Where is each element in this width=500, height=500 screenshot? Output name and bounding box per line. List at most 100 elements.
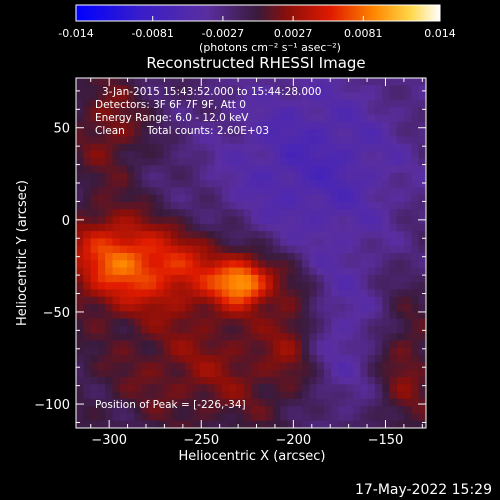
heatmap-cell bbox=[207, 143, 215, 152]
heatmap-cell bbox=[251, 223, 259, 232]
heatmap-cell bbox=[345, 347, 354, 356]
heatmap-cell bbox=[411, 384, 420, 392]
heatmap-cell bbox=[367, 420, 376, 429]
heatmap-cell bbox=[163, 107, 172, 115]
heatmap-cell bbox=[221, 136, 230, 145]
heatmap-cell bbox=[265, 238, 274, 247]
heatmap-cell bbox=[112, 267, 121, 276]
heatmap-cell bbox=[178, 391, 186, 400]
heatmap-cell bbox=[170, 121, 179, 130]
heatmap-cell bbox=[353, 165, 361, 174]
heatmap-cell bbox=[156, 420, 164, 429]
heatmap-cell bbox=[302, 194, 310, 203]
heatmap-cell bbox=[251, 253, 259, 261]
heatmap-cell bbox=[367, 333, 376, 341]
heatmap-cell bbox=[214, 223, 223, 232]
heatmap-cell bbox=[105, 238, 113, 247]
heatmap-cell bbox=[105, 260, 113, 268]
heatmap-cell bbox=[236, 362, 245, 371]
heatmap-cell bbox=[309, 150, 318, 159]
heatmap-cell bbox=[404, 194, 412, 203]
heatmap-cell bbox=[338, 376, 347, 385]
heatmap-cell bbox=[192, 274, 201, 283]
heatmap-cell bbox=[374, 304, 383, 312]
heatmap-cell bbox=[199, 209, 208, 217]
heatmap-cell bbox=[287, 85, 296, 93]
heatmap-cell bbox=[236, 384, 245, 392]
heatmap-cell bbox=[83, 311, 91, 320]
heatmap-cell bbox=[192, 78, 201, 86]
heatmap-cell bbox=[418, 150, 427, 159]
heatmap-cell bbox=[382, 121, 390, 130]
heatmap-cell bbox=[360, 238, 369, 247]
heatmap-cell bbox=[382, 267, 390, 276]
heatmap-cell bbox=[192, 318, 201, 327]
heatmap-cell bbox=[345, 311, 354, 320]
heatmap-cell bbox=[207, 391, 215, 400]
heatmap-cell bbox=[345, 121, 354, 130]
heatmap-cell bbox=[367, 253, 376, 261]
heatmap-cell bbox=[112, 99, 121, 108]
heatmap-cell bbox=[192, 282, 201, 290]
heatmap-cell bbox=[294, 325, 303, 334]
heatmap-cell bbox=[199, 107, 208, 115]
x-tick-label: −200 bbox=[276, 433, 312, 448]
heatmap-cell bbox=[141, 107, 150, 115]
heatmap-cell bbox=[236, 340, 245, 349]
heatmap-cell bbox=[360, 121, 369, 130]
heatmap-cell bbox=[105, 289, 113, 298]
heatmap-cell bbox=[156, 311, 164, 320]
heatmap-cell bbox=[309, 333, 318, 341]
heatmap-cell bbox=[302, 398, 310, 407]
heatmap-cell bbox=[316, 158, 325, 166]
heatmap-cell bbox=[360, 296, 369, 305]
heatmap-cell bbox=[134, 355, 143, 363]
heatmap-cell bbox=[345, 107, 354, 115]
heatmap-cell bbox=[229, 92, 237, 101]
heatmap-cell bbox=[309, 311, 318, 320]
heatmap-cell bbox=[280, 85, 288, 93]
heatmap-cell bbox=[178, 253, 186, 261]
heatmap-cell bbox=[404, 347, 412, 356]
heatmap-cell bbox=[141, 311, 150, 320]
heatmap-cell bbox=[331, 209, 339, 217]
heatmap-cell bbox=[178, 362, 186, 371]
heatmap-cell bbox=[389, 253, 398, 261]
heatmap-cell bbox=[272, 355, 281, 363]
heatmap-cell bbox=[199, 274, 208, 283]
heatmap-cell bbox=[105, 274, 113, 283]
heatmap-cell bbox=[302, 143, 310, 152]
heatmap-cell bbox=[127, 216, 135, 225]
heatmap-cell bbox=[404, 282, 412, 290]
heatmap-cell bbox=[374, 282, 383, 290]
heatmap-cell bbox=[83, 150, 91, 159]
heatmap-cell bbox=[353, 129, 361, 137]
heatmap-cell bbox=[338, 333, 347, 341]
heatmap-cell bbox=[374, 114, 383, 123]
heatmap-cell bbox=[331, 92, 339, 101]
heatmap-cell bbox=[287, 274, 296, 283]
heatmap-cell bbox=[119, 362, 128, 371]
heatmap-cell bbox=[265, 398, 274, 407]
heatmap-cell bbox=[207, 318, 215, 327]
heatmap-cell bbox=[105, 296, 113, 305]
heatmap-cell bbox=[112, 420, 121, 429]
heatmap-cell bbox=[97, 78, 106, 86]
heatmap-cell bbox=[76, 121, 84, 130]
heatmap-cell bbox=[185, 201, 194, 210]
heatmap-cell bbox=[258, 223, 266, 232]
heatmap-cell bbox=[251, 267, 259, 276]
heatmap-cell bbox=[389, 340, 398, 349]
heatmap-cell bbox=[192, 296, 201, 305]
heatmap-cell bbox=[236, 267, 245, 276]
heatmap-cell bbox=[367, 362, 376, 371]
heatmap-cell bbox=[251, 85, 259, 93]
heatmap-cell bbox=[258, 150, 266, 159]
heatmap-cell bbox=[360, 420, 369, 429]
heatmap-cell bbox=[331, 311, 339, 320]
heatmap-cell bbox=[199, 289, 208, 298]
heatmap-cell bbox=[251, 311, 259, 320]
heatmap-cell bbox=[105, 99, 113, 108]
heatmap-cell bbox=[141, 260, 150, 268]
heatmap-cell bbox=[163, 355, 172, 363]
